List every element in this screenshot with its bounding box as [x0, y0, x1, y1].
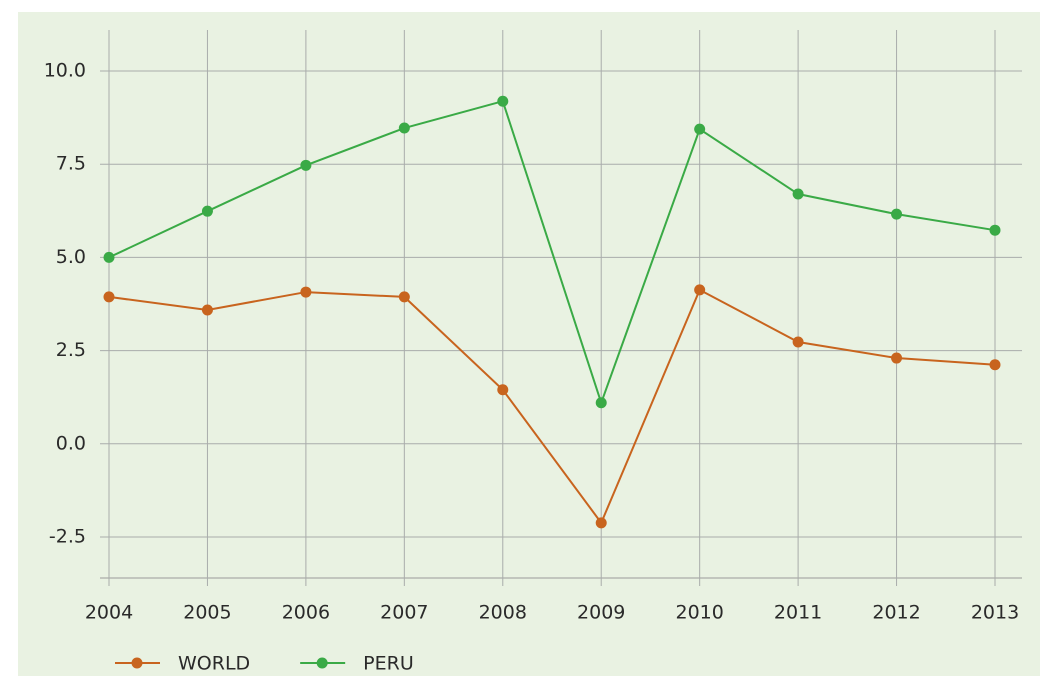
data-point: [201, 304, 213, 316]
y-tick-label: 2.5: [56, 339, 86, 361]
data-point: [300, 159, 312, 171]
data-point: [891, 208, 903, 220]
data-line: [108, 288, 996, 525]
legend-label: PERU: [363, 653, 414, 675]
x-tick-label: 2010: [675, 602, 723, 624]
x-tick-label: 2009: [577, 602, 625, 624]
x-tick-label: 2013: [971, 602, 1019, 624]
y-tick-label: -2.5: [49, 525, 86, 547]
chart-background: [18, 12, 1040, 676]
data-point: [201, 205, 213, 217]
data-point: [497, 384, 509, 396]
data-point: [694, 284, 706, 296]
legend-marker: [131, 657, 143, 669]
x-tick-label: 2011: [774, 602, 822, 624]
x-tick-label: 2004: [85, 602, 133, 624]
data-point: [989, 224, 1001, 236]
data-point: [792, 336, 804, 348]
legend-label: WORLD: [178, 653, 250, 675]
y-tick-label: 0.0: [56, 432, 86, 454]
legend-marker: [316, 657, 328, 669]
data-point: [595, 517, 607, 529]
data-point: [694, 123, 706, 135]
data-point: [891, 352, 903, 364]
data-point: [398, 122, 410, 134]
y-tick-label: 10.0: [44, 60, 86, 82]
y-tick-label: 7.5: [56, 153, 86, 175]
data-point: [595, 397, 607, 409]
x-tick-label: 2007: [380, 602, 428, 624]
data-point: [989, 359, 1001, 371]
data-point: [103, 251, 115, 263]
x-tick-label: 2006: [282, 602, 330, 624]
data-point: [497, 95, 509, 107]
x-tick-label: 2012: [872, 602, 920, 624]
data-point: [792, 188, 804, 200]
data-point: [300, 286, 312, 298]
y-tick-label: 5.0: [56, 246, 86, 268]
data-point: [103, 291, 115, 303]
data-line: [108, 99, 996, 406]
x-tick-label: 2008: [479, 602, 527, 624]
x-tick-label: 2005: [183, 602, 231, 624]
data-point: [398, 291, 410, 303]
